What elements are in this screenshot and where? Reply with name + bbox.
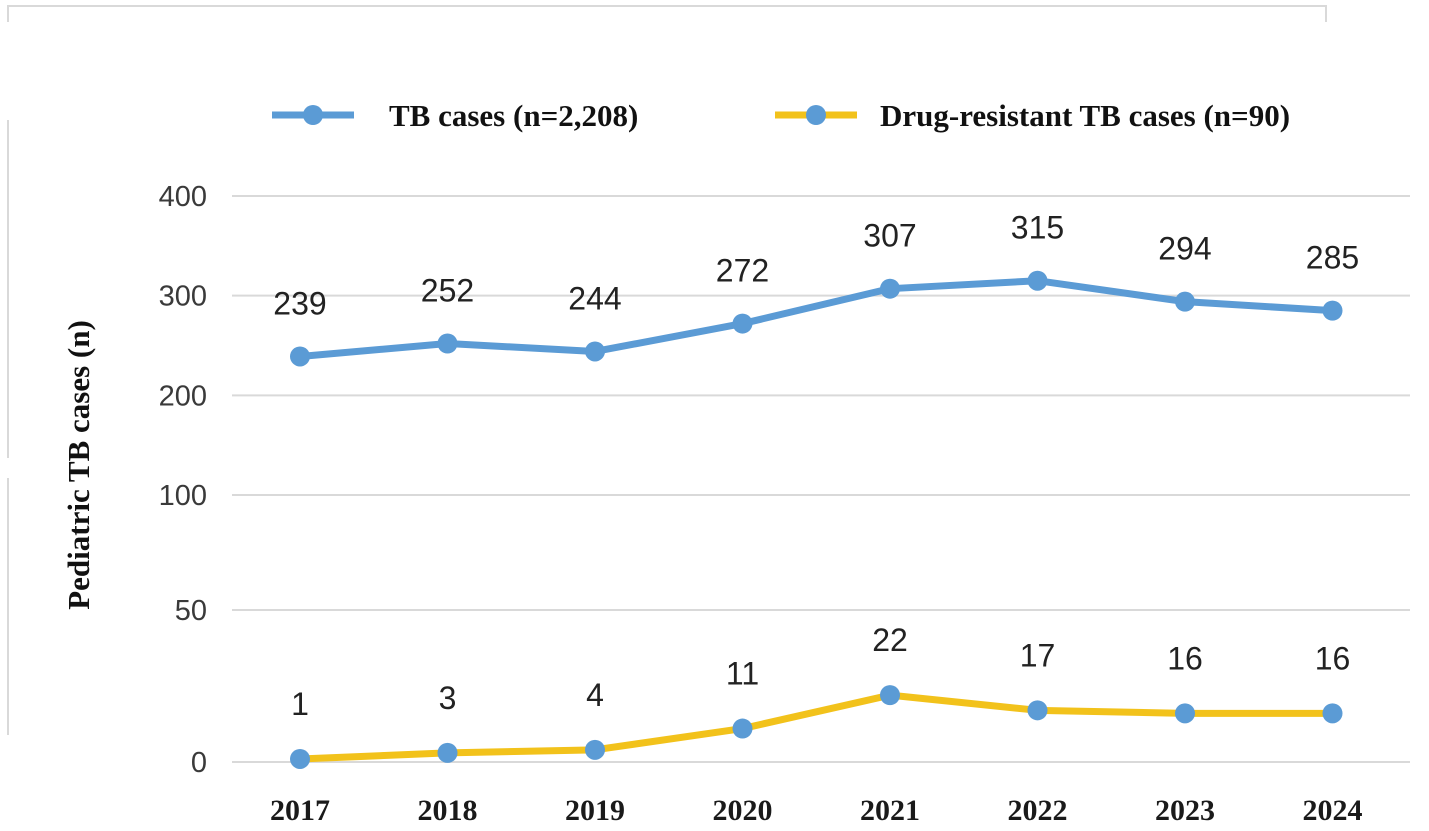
y-tick-label-200: 200 [159,380,207,412]
data-label-dr-2024: 16 [1315,640,1351,676]
data-label-tb-2019: 244 [568,280,621,316]
y-tick-label-400: 400 [159,181,207,213]
y-axis-ticks: 0 50 100 200 300 400 [159,181,207,779]
legend-item-dr: Drug-resistant TB cases (n=90) [775,98,1290,133]
x-tick-label-2024: 2024 [1303,794,1363,827]
data-point-dr-2018 [437,742,458,763]
x-tick-label-2020: 2020 [713,794,773,827]
x-tick-label-2022: 2022 [1008,794,1068,827]
data-label-dr-2021: 22 [872,622,908,658]
y-axis-title: Pediatric TB cases (n) [61,320,96,610]
data-point-dr-2023 [1175,703,1195,724]
legend-tb-label: TB cases (n=2,208) [389,98,638,133]
x-axis-ticks: 2017 2018 2019 2020 2021 2022 2023 2024 [270,794,1363,827]
x-tick-label-2017: 2017 [270,794,330,827]
data-point-dr-2024 [1322,703,1343,724]
y-tick-label-50: 50 [175,595,207,627]
legend-dr-marker [806,105,826,125]
data-point-dr-2017 [290,748,310,769]
x-tick-label-2018: 2018 [418,794,478,827]
data-point-dr-2021 [880,685,900,706]
series-line-tb [296,277,1336,360]
data-label-dr-2023: 16 [1167,640,1203,676]
data-label-tb-2018: 252 [421,273,474,309]
data-point-tb-2023 [1175,291,1195,312]
y-tick-label-300: 300 [159,281,207,313]
data-point-tb-2020 [732,313,753,334]
data-point-tb-2018 [437,333,458,354]
data-label-tb-2017: 239 [273,285,326,321]
x-tick-label-2021: 2021 [860,794,920,827]
data-point-tb-2022 [1027,270,1048,291]
data-label-dr-2017: 1 [291,686,309,722]
data-point-tb-2021 [880,278,900,299]
data-label-tb-2021: 307 [863,218,916,254]
data-point-tb-2017 [290,346,310,367]
gridlines [232,195,1410,763]
series-layer [290,270,1343,769]
data-point-dr-2019 [585,739,605,760]
frame-top [7,5,1327,22]
data-point-tb-2019 [585,341,605,362]
data-label-tb-2020: 272 [716,253,769,289]
x-tick-label-2023: 2023 [1155,794,1215,827]
data-label-tb-2022: 315 [1011,210,1064,246]
legend-tb-marker [303,105,323,125]
legend-item-tb: TB cases (n=2,208) [272,98,638,133]
data-labels: 239 252 244 272 307 315 294 285 1 3 4 11 22 17 16 16 [273,210,1359,722]
series-line-dr [296,691,1336,763]
legend-dr-label: Drug-resistant TB cases (n=90) [880,98,1290,133]
y-tick-label-0: 0 [191,747,207,779]
data-label-dr-2022: 17 [1020,637,1056,673]
x-tick-label-2019: 2019 [565,794,625,827]
data-label-tb-2024: 285 [1306,240,1359,276]
data-point-tb-2024 [1322,300,1343,321]
y-tick-label-100: 100 [159,480,207,512]
legend: TB cases (n=2,208) Drug-resistant TB cas… [272,98,1290,133]
data-label-dr-2019: 4 [586,677,604,713]
data-point-dr-2022 [1027,700,1048,721]
data-label-dr-2018: 3 [439,680,457,716]
data-point-dr-2020 [732,718,753,739]
data-label-dr-2020: 11 [726,656,759,692]
data-label-tb-2023: 294 [1158,231,1211,267]
